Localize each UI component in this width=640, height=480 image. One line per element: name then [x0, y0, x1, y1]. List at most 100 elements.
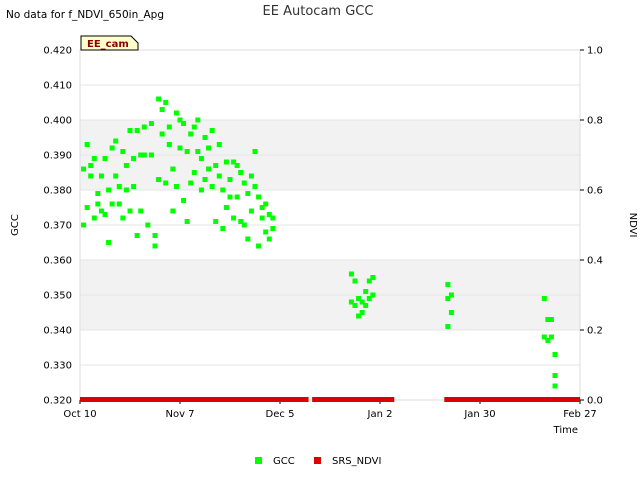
gcc-point [106, 187, 112, 193]
gcc-point [370, 275, 376, 280]
y-tick-right-label: 0.8 [587, 116, 603, 127]
chart-title: EE Autocam GCC [263, 4, 374, 19]
site-badge-label: EE_cam [87, 39, 129, 50]
no-data-note: No data for f_NDVI_650in_Apg [6, 9, 164, 21]
gcc-point [138, 208, 144, 214]
gcc-point [548, 334, 554, 340]
gcc-point [252, 184, 258, 189]
x-axis-label: Time [553, 425, 578, 436]
gcc-point [127, 128, 133, 133]
gcc-point [141, 152, 147, 158]
gcc-point [231, 159, 237, 165]
gcc-point [348, 271, 354, 277]
y-tick-left-label: 0.340 [43, 326, 72, 337]
gcc-point [241, 180, 247, 186]
gcc-point [95, 201, 101, 207]
gcc-point [177, 117, 183, 123]
gcc-point [352, 303, 358, 308]
gcc-point [181, 198, 187, 203]
gcc-point [98, 208, 104, 214]
y-tick-left-label: 0.370 [43, 221, 72, 232]
gcc-point [366, 278, 372, 284]
gcc-point [356, 296, 362, 301]
gcc-point [359, 310, 365, 315]
gcc-point [202, 135, 208, 140]
gcc-point [120, 149, 126, 154]
y-tick-left-label: 0.420 [43, 46, 72, 57]
gcc-point [145, 222, 151, 228]
gcc-point [541, 334, 547, 340]
gcc-point [113, 138, 119, 144]
gcc-point [241, 222, 247, 228]
gcc-point [195, 149, 201, 154]
legend-label-gcc: GCC [273, 456, 295, 467]
gcc-point [548, 317, 554, 322]
y-tick-right-label: 0.0 [587, 396, 603, 407]
gcc-point [545, 338, 551, 343]
gcc-point [191, 170, 197, 175]
srs-ndvi-segment [312, 397, 395, 402]
gcc-point [234, 194, 240, 200]
y-tick-left-label: 0.380 [43, 186, 72, 197]
gcc-point [123, 187, 129, 193]
gcc-point [266, 236, 272, 242]
gcc-point [213, 219, 219, 224]
gcc-point [227, 177, 233, 182]
y-tick-left-label: 0.330 [43, 361, 72, 372]
y-ticks-left: 0.320 0.330 0.340 0.350 0.360 0.370 0.380 0.390… [43, 46, 72, 407]
gcc-point [195, 117, 201, 123]
gcc-point [198, 187, 204, 193]
gcc-point [177, 145, 183, 151]
gcc-point [191, 124, 197, 130]
gcc-point [216, 142, 222, 147]
gcc-series [81, 96, 558, 389]
gcc-point [184, 219, 190, 224]
gcc-point [216, 173, 222, 179]
gcc-point [227, 194, 233, 200]
srs-ndvi-segment [80, 397, 309, 402]
gcc-point [134, 128, 140, 133]
y-tick-right-label: 1.0 [587, 46, 603, 57]
gcc-point [213, 163, 219, 168]
gcc-point [116, 201, 122, 207]
gcc-point [352, 278, 358, 284]
srs-ndvi-series [80, 397, 580, 402]
gcc-point [252, 149, 258, 154]
gcc-point [366, 296, 372, 301]
gcc-point [206, 145, 212, 151]
gcc-point [256, 194, 262, 200]
gcc-point [95, 191, 101, 196]
y-tick-left-label: 0.390 [43, 151, 72, 162]
gcc-point [102, 212, 108, 217]
x-tick-label: Nov 7 [165, 409, 194, 420]
x-tick-label: Jan 2 [367, 409, 393, 420]
gcc-point [106, 240, 112, 245]
gcc-point [248, 173, 254, 179]
x-tick-label: Dec 5 [266, 409, 295, 420]
gcc-point [166, 142, 172, 147]
y-ticks-right: 0.0 0.2 0.4 0.6 0.8 1.0 [580, 46, 603, 407]
gcc-point [238, 219, 244, 224]
gcc-point [359, 299, 365, 305]
gcc-point [245, 236, 251, 242]
gcc-point [209, 128, 215, 133]
gcc-point [348, 299, 354, 305]
gcc-point [552, 383, 558, 389]
y-tick-right-label: 0.4 [587, 256, 603, 267]
gcc-point [84, 205, 90, 210]
gcc-point [445, 296, 451, 301]
gcc-point [220, 226, 226, 231]
gcc-point [223, 159, 229, 165]
gcc-point [102, 156, 108, 161]
y-tick-left-label: 0.360 [43, 256, 72, 267]
legend-swatch-srs-ndvi [314, 457, 321, 464]
gcc-point [123, 163, 129, 168]
gcc-point [188, 131, 194, 137]
srs-ndvi-segment [444, 397, 580, 402]
x-tick-label: Oct 10 [63, 409, 96, 420]
gcc-point [259, 205, 265, 210]
gcc-point [448, 292, 454, 298]
gcc-point [552, 373, 558, 378]
gcc-point [163, 180, 169, 186]
gcc-point [184, 149, 190, 154]
